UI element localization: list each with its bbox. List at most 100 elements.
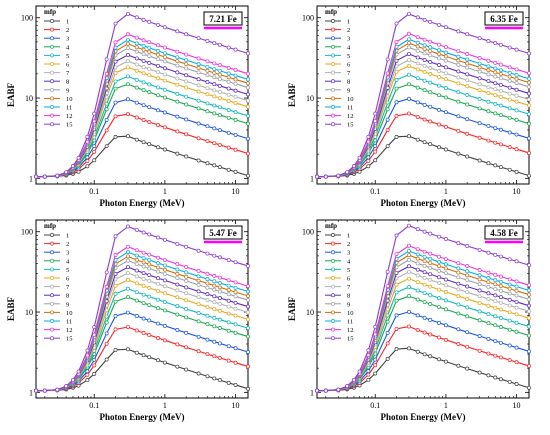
- data-point: [477, 300, 482, 305]
- data-point: [437, 22, 441, 27]
- data-point: [437, 305, 441, 310]
- data-point: [443, 337, 448, 342]
- y-tick-label: 1: [29, 174, 33, 183]
- data-point: [125, 270, 130, 275]
- data-point: [226, 45, 231, 50]
- data-point: [134, 77, 139, 82]
- data-point: [147, 232, 152, 237]
- data-point: [456, 54, 461, 59]
- data-point: [437, 335, 441, 340]
- data-point: [477, 277, 482, 282]
- data-point: [422, 58, 427, 62]
- data-point: [196, 70, 201, 75]
- data-point: [428, 265, 433, 270]
- data-point: [162, 125, 167, 130]
- data-point: [415, 273, 420, 278]
- data-point: [443, 237, 448, 241]
- legend-swatch-marker: [50, 113, 54, 118]
- data-point: [134, 328, 139, 333]
- data-point: [415, 76, 420, 81]
- data-point: [527, 349, 531, 354]
- data-point: [104, 57, 109, 62]
- data-point: [125, 46, 130, 51]
- data-point: [226, 71, 231, 76]
- data-point: [406, 63, 411, 68]
- data-point: [141, 103, 146, 108]
- data-point: [385, 356, 390, 361]
- data-point: [406, 41, 411, 46]
- data-point: [415, 137, 420, 142]
- data-point: [246, 386, 250, 391]
- data-point: [175, 63, 180, 68]
- data-point: [514, 320, 519, 325]
- legend-entry-label: 12: [347, 113, 354, 120]
- data-point: [336, 173, 341, 178]
- data-point: [113, 347, 118, 352]
- material-label: 4.58 Fe: [490, 228, 518, 238]
- data-point: [104, 331, 109, 336]
- data-point: [527, 112, 531, 117]
- y-axis-title: EABF: [287, 83, 297, 108]
- data-point: [493, 126, 498, 130]
- data-point: [465, 314, 470, 319]
- data-point: [184, 132, 189, 137]
- data-point: [507, 79, 512, 83]
- data-point: [422, 88, 427, 93]
- data-point: [162, 78, 167, 83]
- data-point: [175, 295, 180, 300]
- data-point: [406, 269, 411, 274]
- data-point: [437, 145, 441, 150]
- data-point: [217, 42, 222, 47]
- data-point: [437, 268, 441, 273]
- data-point: [55, 387, 60, 392]
- data-point: [486, 291, 491, 296]
- data-point: [212, 41, 217, 46]
- data-point: [233, 81, 238, 86]
- data-point: [134, 115, 139, 120]
- data-point: [507, 97, 512, 102]
- data-point: [498, 325, 503, 329]
- data-point: [443, 95, 448, 100]
- data-point: [477, 106, 482, 111]
- data-point: [147, 54, 152, 59]
- data-point: [498, 76, 503, 81]
- data-point: [113, 313, 118, 318]
- data-point: [477, 135, 482, 140]
- data-point: [394, 100, 399, 105]
- data-point: [175, 312, 180, 317]
- legend-swatch-marker: [331, 19, 335, 23]
- x-tick-label: 0.1: [89, 401, 99, 410]
- data-point: [507, 318, 512, 323]
- data-point: [147, 273, 152, 277]
- data-point: [415, 100, 420, 105]
- data-point: [477, 82, 482, 87]
- data-point: [385, 269, 390, 274]
- data-point: [422, 229, 427, 234]
- data-point: [184, 58, 189, 63]
- data-point: [162, 267, 167, 272]
- data-point: [217, 105, 222, 110]
- data-point: [465, 72, 470, 77]
- data-point: [233, 290, 238, 295]
- data-point: [55, 173, 60, 178]
- data-point: [141, 271, 146, 276]
- data-point: [76, 369, 81, 374]
- data-point: [175, 99, 180, 104]
- data-point: [498, 254, 503, 259]
- data-point: [493, 293, 498, 298]
- data-point: [486, 280, 491, 285]
- x-tick-label: 0.1: [370, 401, 380, 410]
- data-point: [415, 67, 420, 72]
- data-point: [507, 130, 512, 135]
- data-point: [394, 77, 399, 82]
- data-point: [226, 258, 231, 263]
- data-point: [205, 80, 210, 84]
- legend-entry-label: 5: [347, 53, 350, 60]
- data-point: [465, 84, 470, 89]
- data-point: [507, 91, 512, 96]
- data-point: [394, 347, 399, 352]
- data-point: [212, 339, 217, 344]
- data-point: [406, 276, 411, 281]
- data-point: [92, 371, 97, 376]
- data-point: [246, 298, 250, 303]
